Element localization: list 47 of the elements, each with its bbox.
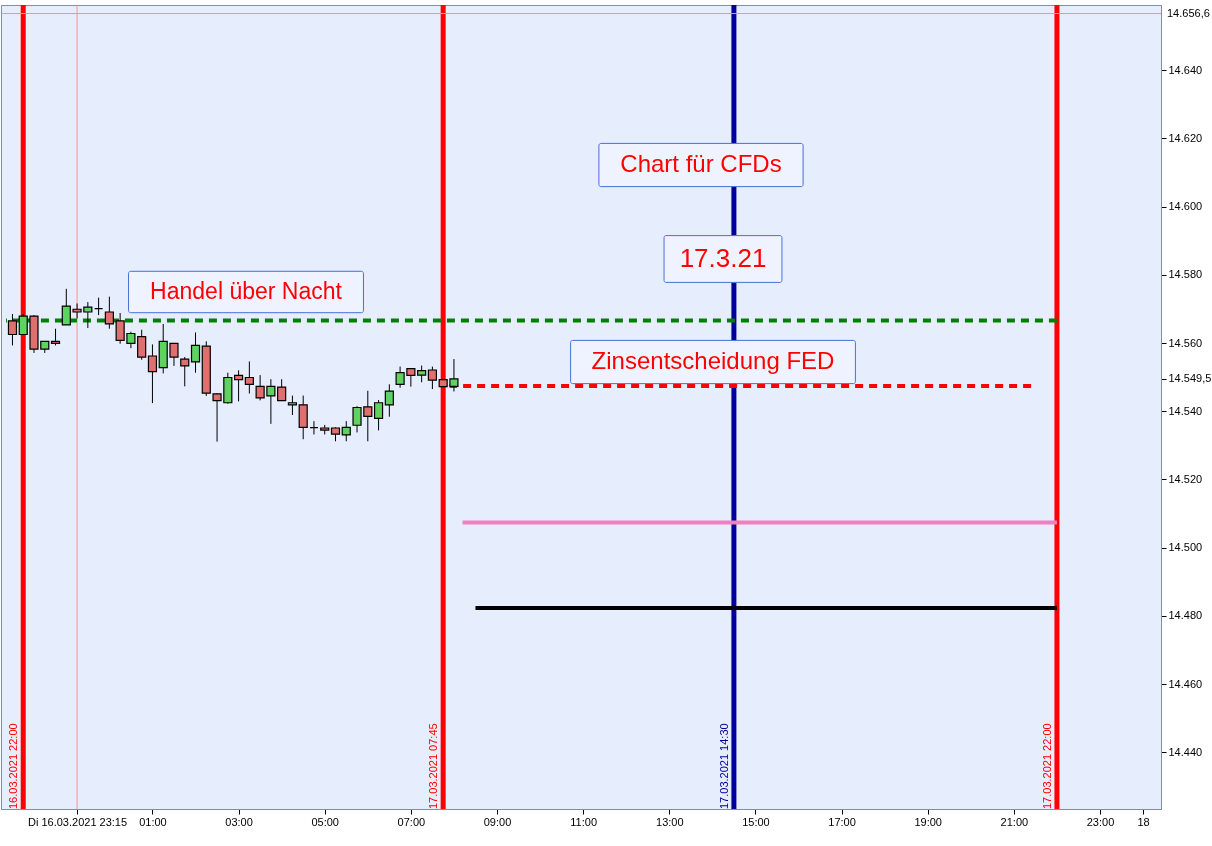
x-tick-label: 21:00 <box>1000 815 1029 828</box>
x-tick-label: 01:00 <box>139 815 167 828</box>
x-tick-label: 18 <box>1137 815 1150 828</box>
x-tick-label: 09:00 <box>483 815 512 828</box>
ref-line-label: 14.656,6 <box>1167 6 1210 19</box>
x-tick-label: 03:00 <box>225 815 253 828</box>
candlestick <box>147 343 158 404</box>
candlestick <box>373 399 384 431</box>
candlestick <box>180 356 190 387</box>
y-tick-label: 14.600 <box>1168 200 1203 213</box>
candlestick <box>244 360 254 395</box>
ref-line-label: 16.03.2021 22:00 <box>7 723 20 809</box>
candlestick <box>341 420 351 442</box>
candlestick <box>384 383 394 418</box>
annotation: Handel über Nacht <box>150 278 343 304</box>
annotation: Zinsentscheidung FED <box>591 347 835 374</box>
x-tick-label: 17:00 <box>828 815 856 828</box>
ref-line-label: 17.03.2021 14:30 <box>717 723 730 809</box>
y-tick-label: 14.520 <box>1168 472 1203 485</box>
x-tick-label: 19:00 <box>914 815 942 828</box>
candlestick <box>427 366 437 390</box>
y-tick-label: 14.580 <box>1168 268 1203 281</box>
ref-line-label: 17.03.2021 22:00 <box>1040 723 1053 809</box>
candlestick <box>298 395 308 440</box>
y-tick-label: 14.480 <box>1168 609 1203 622</box>
x-tick-label: 15:00 <box>742 815 770 828</box>
y-tick-label: 14.560 <box>1168 336 1203 349</box>
ref-line-label: 17.03.2021 07:45 <box>427 723 440 809</box>
x-tick-label: 23:00 <box>1086 815 1115 828</box>
x-tick-label: 11:00 <box>570 815 598 828</box>
candlestick <box>287 395 298 416</box>
y-tick-label: 14.460 <box>1168 677 1203 690</box>
candlestick <box>7 313 18 346</box>
x-tick-label: Di 16.03.2021 23:15 <box>28 815 128 828</box>
x-tick-label: 05:00 <box>311 815 339 828</box>
x-tick-label: 07:00 <box>397 815 426 828</box>
y-tick-label: 14.440 <box>1168 745 1203 758</box>
y-tick-label: 14.549,5 <box>1168 372 1212 385</box>
candlestick <box>233 369 244 402</box>
annotation: 17.3.21 <box>679 243 767 273</box>
annotation: Chart für CFDs <box>620 150 782 177</box>
y-tick-label: 14.540 <box>1168 404 1203 417</box>
y-tick-label: 14.620 <box>1168 131 1203 144</box>
x-tick-label: 13:00 <box>656 815 684 828</box>
y-tick-label: 14.640 <box>1168 63 1203 76</box>
y-tick-label: 14.500 <box>1168 541 1203 554</box>
candlestick <box>190 331 201 374</box>
